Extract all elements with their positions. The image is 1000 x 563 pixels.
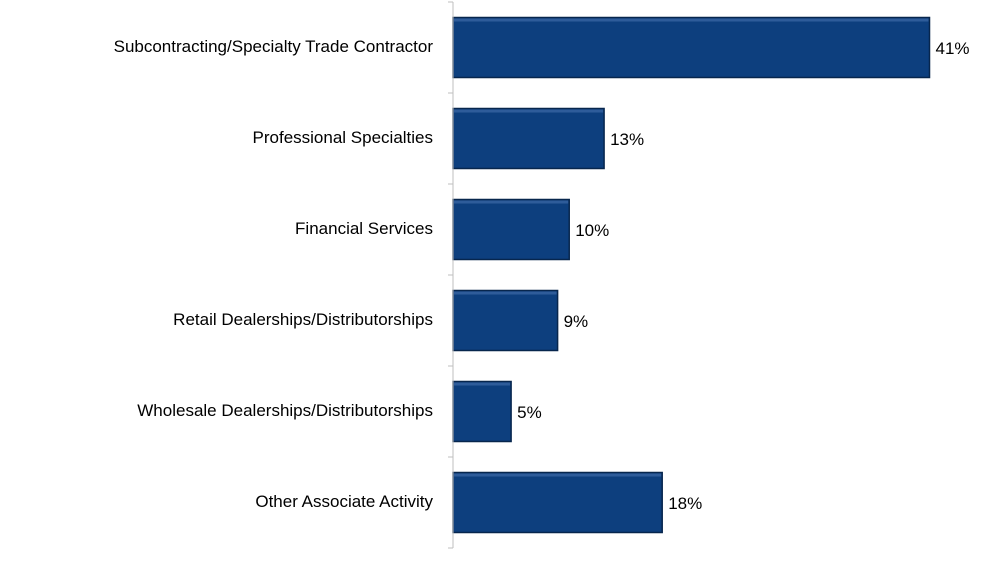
bar-highlight [454,291,557,295]
value-label: 41% [936,39,970,58]
bar-highlight [454,473,662,477]
value-label: 13% [610,130,644,149]
y-tick-label: Other Associate Activity [255,492,433,511]
bar-highlight [454,382,511,386]
bar [452,107,605,170]
bar [452,16,931,79]
bar-highlight [454,18,929,22]
value-label: 18% [668,494,702,513]
y-tick-label: Wholesale Dealerships/Distributorships [137,401,433,420]
value-label: 5% [517,403,542,422]
bar-highlight [454,109,604,113]
bar [452,198,570,261]
bar [452,289,559,352]
y-tick-label: Financial Services [295,219,433,238]
y-tick-label: Subcontracting/Specialty Trade Contracto… [114,37,434,56]
bar [452,471,663,534]
value-label: 10% [575,221,609,240]
bar [452,380,512,443]
bar-highlight [454,200,569,204]
y-tick-label: Retail Dealerships/Distributorships [173,310,433,329]
y-tick-label: Professional Specialties [253,128,433,147]
value-label: 9% [564,312,589,331]
